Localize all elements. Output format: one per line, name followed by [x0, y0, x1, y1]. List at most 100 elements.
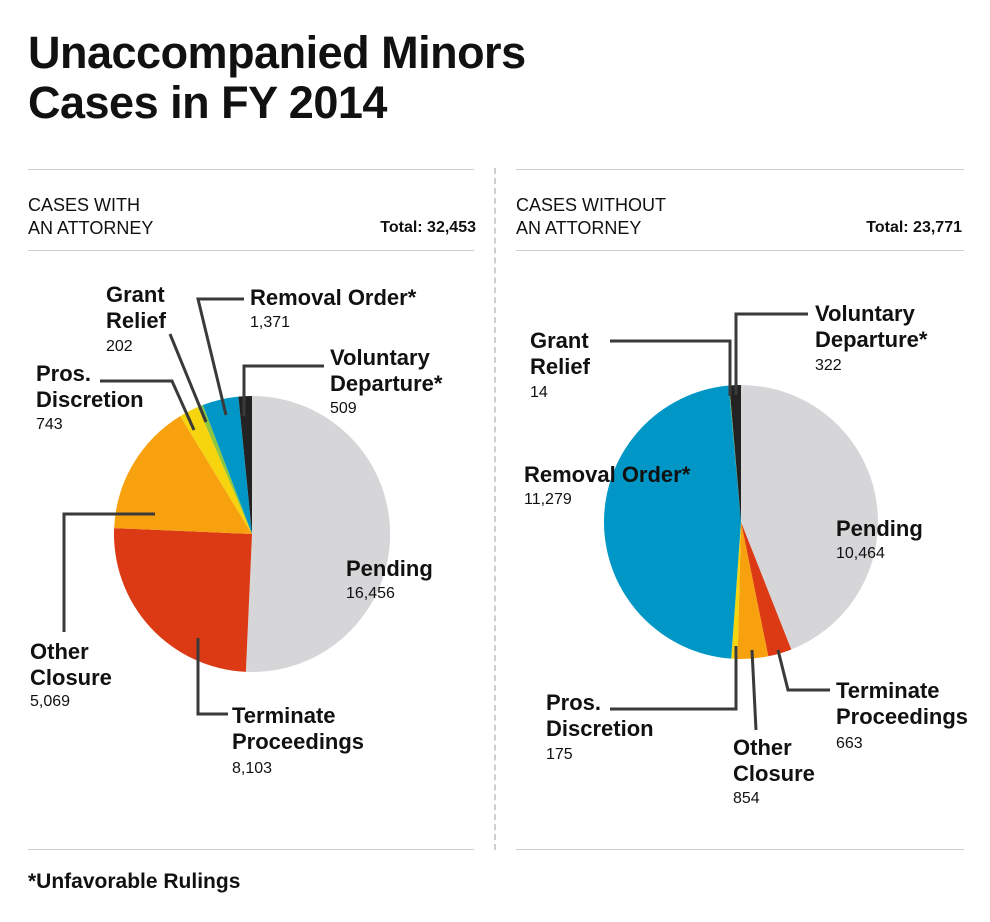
page-title-line-2: Cases in FY 2014	[28, 77, 387, 128]
slice-without-attorney-terminate-proceedings	[741, 522, 792, 657]
label-without-attorney-terminate-proceedings-line-2: Proceedings	[836, 704, 968, 729]
top-rule-left	[28, 169, 474, 170]
panel-title-with-attorney-line-2: AN ATTORNEY	[28, 218, 154, 238]
label-with-attorney-voluntary-departure-line-2: Departure*	[330, 371, 443, 396]
label-without-attorney-removal-order: Removal Order*	[524, 462, 691, 487]
value-without-attorney-voluntary-departure: 322	[815, 357, 842, 374]
labels-with-attorney: Pending 16,456 Terminate Proceedings 8,103 Ot…	[30, 282, 443, 777]
label-without-attorney-grant-relief-line-2: Relief	[530, 354, 591, 379]
label-without-attorney-pending-line-1: Pending	[836, 516, 923, 541]
slice-with-attorney-voluntary-departure	[238, 396, 252, 534]
value-with-attorney-pros-discretion: 743	[36, 416, 63, 433]
value-with-attorney-terminate-proceedings: 8,103	[232, 760, 272, 777]
label-with-attorney-pros-discretion: Pros. Discretion	[36, 361, 144, 412]
value-without-attorney-pending: 10,464	[836, 545, 885, 562]
panel-title-without-attorney-line-2: AN ATTORNEY	[516, 218, 642, 238]
value-with-attorney-other-closure: 5,069	[30, 693, 70, 710]
value-with-attorney-removal-order: 1,371	[250, 314, 290, 331]
total-without-attorney: Total: 23,771	[866, 219, 962, 236]
label-with-attorney-terminate-proceedings-line-1: Terminate	[232, 703, 336, 728]
leader-line-with-attorney-pros-discretion	[100, 379, 196, 431]
label-without-attorney-other-closure-line-2: Closure	[733, 761, 815, 786]
label-with-attorney-other-closure: Other Closure	[30, 639, 112, 690]
label-without-attorney-pros-discretion: Pros. Discretion	[546, 690, 654, 741]
bottom-rule-left	[28, 849, 474, 850]
label-without-attorney-pros-discretion-line-2: Discretion	[546, 716, 654, 741]
slice-without-attorney-removal-order	[603, 385, 741, 659]
label-with-attorney-voluntary-departure-line-1: Voluntary	[330, 345, 431, 370]
value-without-attorney-grant-relief: 14	[530, 384, 548, 401]
slice-without-attorney-voluntary-departure	[729, 385, 741, 522]
slice-with-attorney-pending	[245, 395, 391, 672]
slice-with-attorney-other-closure	[114, 416, 253, 534]
panel-title-with-attorney-line-1: CASES WITH	[28, 195, 141, 215]
value-without-attorney-other-closure: 854	[733, 790, 760, 807]
pie-with-attorney	[113, 395, 391, 672]
leader-line-without-attorney-grant-relief	[610, 339, 732, 396]
label-with-attorney-other-closure-line-2: Closure	[30, 665, 112, 690]
label-with-attorney-terminate-proceedings-line-2: Proceedings	[232, 729, 364, 754]
value-with-attorney-pending: 16,456	[346, 585, 395, 602]
value-without-attorney-pros-discretion: 175	[546, 746, 573, 763]
footnote: *Unfavorable Rulings	[28, 870, 241, 893]
leader-line-without-attorney-terminate-proceedings	[776, 649, 830, 692]
label-with-attorney-other-closure-line-1: Other	[30, 639, 89, 664]
slice-with-attorney-grant-relief	[197, 405, 252, 534]
label-without-attorney-voluntary-departure-line-2: Departure*	[815, 327, 928, 352]
header-rule-right	[516, 250, 964, 251]
panel-title-without-attorney: CASES WITHOUT AN ATTORNEY	[516, 194, 666, 240]
slice-with-attorney-pros-discretion	[180, 407, 252, 534]
label-without-attorney-removal-order-line-1: Removal Order*	[524, 462, 691, 487]
label-with-attorney-voluntary-departure: Voluntary Departure*	[330, 345, 443, 396]
labels-without-attorney: Pending 10,464 Terminate Proceedings 663 Othe…	[524, 301, 968, 807]
top-rule-right	[516, 169, 964, 170]
leader-line-with-attorney-terminate-proceedings	[196, 638, 228, 716]
value-without-attorney-removal-order: 11,279	[524, 491, 572, 508]
slice-with-attorney-terminate-proceedings	[113, 528, 252, 672]
slice-without-attorney-other-closure	[737, 522, 769, 660]
slice-without-attorney-grant-relief	[728, 385, 741, 522]
header-rule-left	[28, 250, 474, 251]
leader-line-without-attorney-other-closure	[750, 649, 758, 731]
label-without-attorney-terminate-proceedings: Terminate Proceedings	[836, 678, 968, 729]
leader-line-without-attorney-voluntary-departure	[734, 312, 808, 395]
label-with-attorney-removal-order-line-1: Removal Order*	[250, 285, 417, 310]
pie-without-attorney	[603, 385, 878, 660]
label-without-attorney-grant-relief: Grant Relief	[530, 328, 591, 379]
label-without-attorney-terminate-proceedings-line-1: Terminate	[836, 678, 940, 703]
leader-line-without-attorney-pros-discretion	[610, 646, 738, 711]
value-with-attorney-voluntary-departure: 509	[330, 400, 357, 417]
label-with-attorney-pros-discretion-line-2: Discretion	[36, 387, 144, 412]
leader-line-with-attorney-removal-order	[196, 297, 244, 416]
label-without-attorney-pros-discretion-line-1: Pros.	[546, 690, 601, 715]
total-with-attorney: Total: 32,453	[380, 219, 476, 236]
label-with-attorney-grant-relief-line-1: Grant	[106, 282, 165, 307]
label-with-attorney-pros-discretion-line-1: Pros.	[36, 361, 91, 386]
label-without-attorney-voluntary-departure-line-1: Voluntary	[815, 301, 916, 326]
leader-line-with-attorney-grant-relief	[168, 333, 208, 423]
value-without-attorney-terminate-proceedings: 663	[836, 735, 863, 752]
panel-title-with-attorney: CASES WITH AN ATTORNEY	[28, 194, 153, 240]
label-without-attorney-grant-relief-line-1: Grant	[530, 328, 589, 353]
label-with-attorney-pending-line-1: Pending	[346, 556, 433, 581]
label-with-attorney-removal-order: Removal Order*	[250, 285, 417, 310]
label-without-attorney-other-closure: Other Closure	[733, 735, 815, 786]
leader-line-with-attorney-voluntary-departure	[242, 364, 324, 416]
panel-divider	[494, 168, 496, 850]
leader-line-with-attorney-other-closure	[62, 512, 155, 632]
label-with-attorney-terminate-proceedings: Terminate Proceedings	[232, 703, 364, 754]
label-without-attorney-other-closure-line-1: Other	[733, 735, 792, 760]
label-with-attorney-pending: Pending	[346, 556, 433, 581]
slice-with-attorney-removal-order	[202, 396, 252, 534]
label-with-attorney-grant-relief: Grant Relief	[106, 282, 167, 333]
panel-title-without-attorney-line-1: CASES WITHOUT	[516, 195, 667, 215]
slice-without-attorney-pros-discretion	[731, 522, 741, 659]
value-with-attorney-grant-relief: 202	[106, 338, 133, 355]
page-title-line-1: Unaccompanied Minors	[28, 27, 526, 78]
label-without-attorney-pending: Pending	[836, 516, 923, 541]
bottom-rule-right	[516, 849, 964, 850]
page-title: Unaccompanied Minors Cases in FY 2014	[28, 28, 526, 128]
label-with-attorney-grant-relief-line-2: Relief	[106, 308, 167, 333]
label-without-attorney-voluntary-departure: Voluntary Departure*	[815, 301, 928, 352]
